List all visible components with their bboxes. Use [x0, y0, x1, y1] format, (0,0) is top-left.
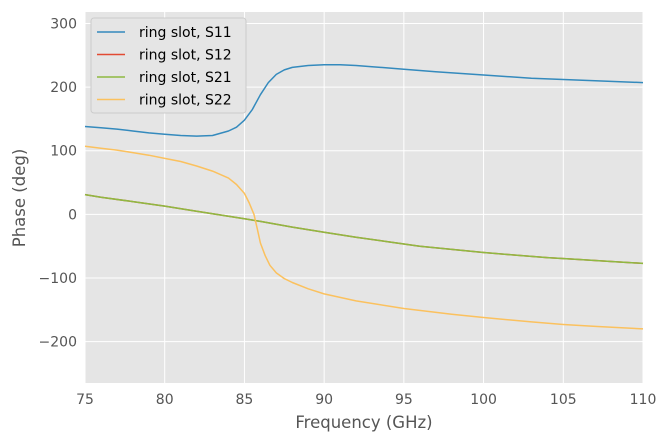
x-tick-label: 90	[315, 392, 333, 408]
y-axis-title: Phase (deg)	[10, 149, 29, 247]
x-tick-labels: 75 80 85 90 95 100 105 110	[76, 392, 656, 408]
legend-box	[90, 17, 247, 114]
x-tick-label: 85	[236, 392, 254, 408]
y-tick-label: 100	[50, 144, 77, 160]
series-line-ring-slot-s21	[84, 193, 644, 265]
legend-label: ring slot, S21	[139, 70, 232, 86]
series-line-ring-slot-s11	[84, 64, 644, 137]
y-tick-label: −100	[39, 271, 77, 287]
series-lines	[84, 64, 644, 330]
legend-label: ring slot, S11	[139, 25, 232, 41]
x-tick-label: 80	[156, 392, 174, 408]
y-tick-labels: −200 −100 0 100 200 300	[39, 16, 77, 350]
x-tick-label: 110	[630, 392, 657, 408]
y-tick-label: −200	[39, 335, 77, 351]
x-tick-label: 100	[470, 392, 497, 408]
y-tick-label: 300	[50, 16, 77, 32]
y-tick-label: 0	[68, 207, 77, 223]
y-tick-label: 200	[50, 80, 77, 96]
legend-label: ring slot, S22	[139, 93, 232, 109]
x-tick-label: 75	[76, 392, 94, 408]
x-tick-label: 105	[550, 392, 577, 408]
x-axis-title: Frequency (GHz)	[295, 413, 432, 432]
series-line-ring-slot-s22	[84, 145, 644, 330]
legend: ring slot, S11 ring slot, S12 ring slot, S…	[90, 17, 247, 114]
x-tick-label: 95	[395, 392, 413, 408]
legend-label: ring slot, S12	[139, 48, 232, 64]
